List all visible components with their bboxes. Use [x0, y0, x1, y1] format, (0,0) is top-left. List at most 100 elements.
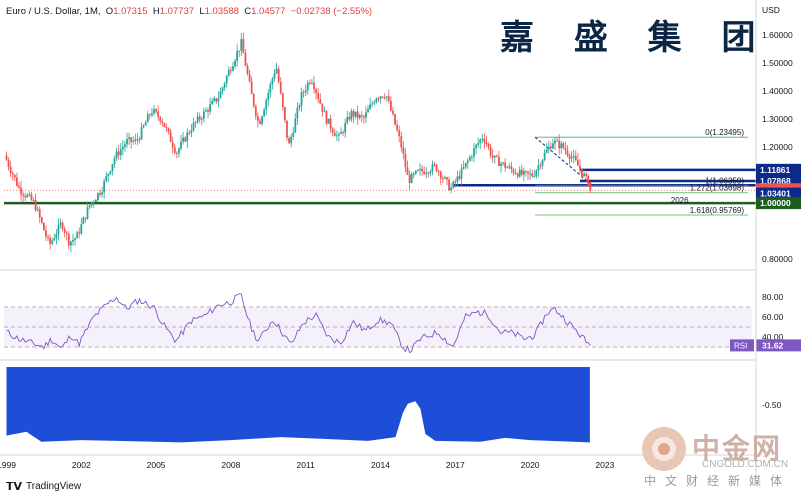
- time-tick-label: 2017: [446, 460, 465, 470]
- candle: [242, 39, 245, 54]
- candle: [369, 104, 372, 110]
- candle: [186, 132, 189, 142]
- candle: [371, 103, 374, 105]
- candle: [109, 170, 112, 174]
- candle: [142, 125, 145, 127]
- candle: [510, 166, 513, 170]
- candle: [132, 140, 135, 142]
- candle: [205, 110, 207, 112]
- rsi-tick-label: 60.00: [762, 312, 784, 322]
- candle: [40, 217, 43, 223]
- candle: [213, 98, 216, 101]
- candle: [529, 173, 531, 175]
- candle: [236, 51, 239, 61]
- candle: [491, 155, 494, 158]
- candle: [325, 111, 328, 124]
- candle: [477, 143, 480, 145]
- candle: [167, 128, 170, 132]
- candle: [101, 192, 103, 195]
- candle: [583, 173, 586, 176]
- candle: [541, 159, 544, 166]
- candle: [539, 165, 542, 167]
- candle: [441, 178, 444, 180]
- candle: [533, 176, 536, 178]
- candle: [446, 177, 448, 180]
- candle: [377, 98, 380, 100]
- candle: [49, 237, 52, 244]
- candle: [352, 111, 355, 117]
- candle: [500, 163, 502, 167]
- candle: [136, 139, 139, 141]
- rsi-value-label: 31.62: [762, 340, 784, 350]
- candle: [335, 135, 338, 137]
- candle: [362, 116, 365, 118]
- candle: [173, 147, 176, 153]
- time-axis: 1999 2002 2005 2008 2011 2014 2017 2020 2023 2026: [0, 196, 689, 470]
- candle: [522, 170, 525, 175]
- candle: [458, 176, 461, 179]
- price-tag-value: 1.11861: [760, 165, 791, 175]
- candle: [292, 132, 295, 137]
- candle: [340, 132, 342, 134]
- candle: [365, 112, 367, 118]
- candle: [543, 152, 546, 160]
- candle: [444, 177, 446, 179]
- watermark-name: 中金网: [692, 432, 783, 465]
- fib-level-label: 1(1.06359): [705, 176, 744, 185]
- candles: [5, 32, 592, 253]
- candle: [151, 113, 153, 115]
- candle: [134, 139, 137, 141]
- candle: [396, 124, 399, 131]
- price-tag: [756, 187, 801, 200]
- candle: [547, 146, 550, 150]
- watermark: 中金网 CNGOLD.COM.CN 中文财经新媒体: [640, 425, 800, 495]
- candle: [319, 98, 322, 104]
- candle: [180, 141, 182, 149]
- candle: [562, 143, 565, 148]
- candle: [306, 82, 309, 91]
- price-tag: [756, 197, 801, 210]
- candle: [148, 114, 151, 116]
- candle: [238, 50, 241, 52]
- price-tick-label: 1.30000: [762, 114, 793, 124]
- candle: [294, 118, 297, 133]
- candle: [300, 92, 303, 106]
- rsi-name-tag: [730, 339, 754, 352]
- candle: [288, 137, 290, 144]
- candle: [560, 143, 563, 149]
- candle: [518, 169, 521, 177]
- candle: [130, 137, 133, 142]
- candle: [59, 222, 62, 225]
- candle: [119, 149, 122, 156]
- candle: [354, 111, 357, 117]
- candle: [433, 164, 436, 166]
- candle: [221, 87, 224, 92]
- candle: [427, 172, 430, 174]
- price-tick-label: 1.60000: [762, 30, 793, 40]
- candle: [28, 194, 31, 196]
- candle: [566, 150, 569, 156]
- candle: [487, 144, 490, 147]
- tradingview-footer[interactable]: 𝗧𝗩 TradingView: [6, 480, 81, 493]
- symbol-title[interactable]: Euro / U.S. Dollar, 1M,: [6, 6, 101, 17]
- candle: [182, 137, 185, 142]
- candle: [115, 151, 118, 159]
- open-value: 1.07315: [113, 6, 148, 17]
- candle: [128, 137, 130, 139]
- candle: [389, 100, 392, 111]
- candle: [419, 168, 421, 171]
- symbol-header: Euro / U.S. Dollar, 1M, O1.07315 H1.0773…: [6, 6, 372, 17]
- candle: [105, 175, 108, 181]
- candle: [55, 234, 58, 239]
- candle: [429, 171, 432, 174]
- candle: [97, 193, 99, 200]
- candle: [315, 89, 317, 94]
- candle: [5, 155, 8, 161]
- candle: [250, 81, 253, 94]
- candle: [506, 167, 509, 169]
- fib-level-label: 1.618(0.95769): [690, 206, 745, 215]
- candle: [531, 173, 534, 177]
- candle: [535, 170, 538, 177]
- candle: [313, 82, 315, 90]
- candle: [516, 173, 519, 177]
